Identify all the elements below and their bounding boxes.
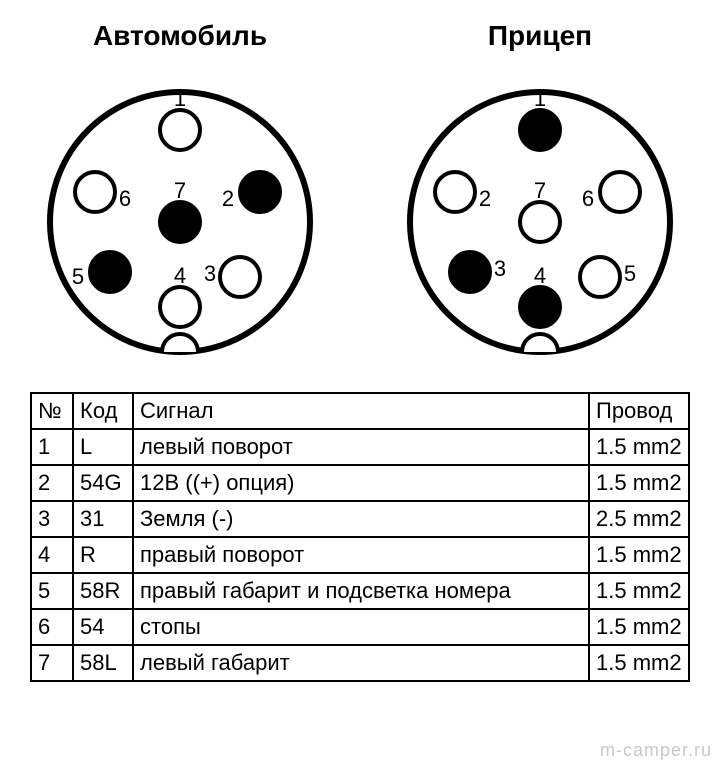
cell-code: 54G: [73, 465, 133, 501]
pin-4: [160, 287, 200, 327]
cell-code: R: [73, 537, 133, 573]
header-signal: Сигнал: [133, 393, 589, 429]
pin-label-7: 7: [174, 178, 186, 203]
pin-1: [520, 110, 560, 150]
cell-n: 3: [31, 501, 73, 537]
table-row: 654стопы1.5 mm2: [31, 609, 689, 645]
header-wire: Провод: [589, 393, 689, 429]
cell-n: 7: [31, 645, 73, 681]
cell-signal: стопы: [133, 609, 589, 645]
cell-signal: левый поворот: [133, 429, 589, 465]
pin-5: [580, 257, 620, 297]
pin-label-3: 3: [204, 261, 216, 286]
cell-code: 31: [73, 501, 133, 537]
pin-label-2: 2: [222, 186, 234, 211]
cell-code: L: [73, 429, 133, 465]
watermark: m-camper.ru: [600, 740, 712, 761]
pin-label-3: 3: [494, 256, 506, 281]
cell-n: 5: [31, 573, 73, 609]
titles-row: Автомобиль Прицеп: [0, 0, 720, 52]
pin-6: [600, 172, 640, 212]
cell-n: 4: [31, 537, 73, 573]
cell-signal: правый габарит и подсветка номера: [133, 573, 589, 609]
cell-signal: Земля (-): [133, 501, 589, 537]
table-row: 758Lлевый габарит1.5 mm2: [31, 645, 689, 681]
diagrams-row: 1234567 1234567: [0, 62, 720, 382]
title-vehicle: Автомобиль: [0, 20, 360, 52]
pin-label-1: 1: [534, 86, 546, 111]
pin-label-5: 5: [624, 261, 636, 286]
pin-7: [520, 202, 560, 242]
cell-wire: 1.5 mm2: [589, 537, 689, 573]
pin-2: [240, 172, 280, 212]
table-row: 1Lлевый поворот1.5 mm2: [31, 429, 689, 465]
cell-n: 6: [31, 609, 73, 645]
connector-vehicle: 1 2 34 5 6 7: [20, 62, 340, 382]
cell-wire: 1.5 mm2: [589, 609, 689, 645]
cell-code: 58L: [73, 645, 133, 681]
connector-notch: [522, 334, 558, 352]
header-n: №: [31, 393, 73, 429]
cell-n: 2: [31, 465, 73, 501]
cell-wire: 2.5 mm2: [589, 501, 689, 537]
pin-label-5: 5: [72, 264, 84, 289]
connector-notch: [162, 334, 198, 352]
cell-wire: 1.5 mm2: [589, 465, 689, 501]
cell-wire: 1.5 mm2: [589, 429, 689, 465]
cell-wire: 1.5 mm2: [589, 573, 689, 609]
pinout-table-wrap: № Код Сигнал Провод 1Lлевый поворот1.5 m…: [0, 382, 720, 682]
pin-label-7: 7: [534, 178, 546, 203]
pin-7: [160, 202, 200, 242]
table-row: 254G12В ((+) опция)1.5 mm2: [31, 465, 689, 501]
pin-label-1: 1: [174, 86, 186, 111]
title-trailer: Прицеп: [360, 20, 720, 52]
pin-label-4: 4: [174, 263, 186, 288]
table-header-row: № Код Сигнал Провод: [31, 393, 689, 429]
pin-3: [220, 257, 260, 297]
pin-3: [450, 252, 490, 292]
pin-4: [520, 287, 560, 327]
cell-signal: правый поворот: [133, 537, 589, 573]
table-row: 331Земля (-)2.5 mm2: [31, 501, 689, 537]
pin-2: [435, 172, 475, 212]
table-row: 4Rправый поворот1.5 mm2: [31, 537, 689, 573]
table-row: 558Rправый габарит и подсветка номера1.5…: [31, 573, 689, 609]
pin-label-6: 6: [119, 186, 131, 211]
pinout-table: № Код Сигнал Провод 1Lлевый поворот1.5 m…: [30, 392, 690, 682]
cell-code: 54: [73, 609, 133, 645]
cell-n: 1: [31, 429, 73, 465]
cell-signal: 12В ((+) опция): [133, 465, 589, 501]
cell-signal: левый габарит: [133, 645, 589, 681]
cell-wire: 1.5 mm2: [589, 645, 689, 681]
pin-1: [160, 110, 200, 150]
page-container: Автомобиль Прицеп 1234567 1234567 № Код …: [0, 0, 720, 767]
pin-label-2: 2: [479, 186, 491, 211]
connector-trailer: 1 2 3 4 5 6 7: [380, 62, 700, 382]
pin-label-4: 4: [534, 263, 546, 288]
header-code: Код: [73, 393, 133, 429]
pin-5: [90, 252, 130, 292]
cell-code: 58R: [73, 573, 133, 609]
pin-label-6: 6: [582, 186, 594, 211]
pin-6: [75, 172, 115, 212]
